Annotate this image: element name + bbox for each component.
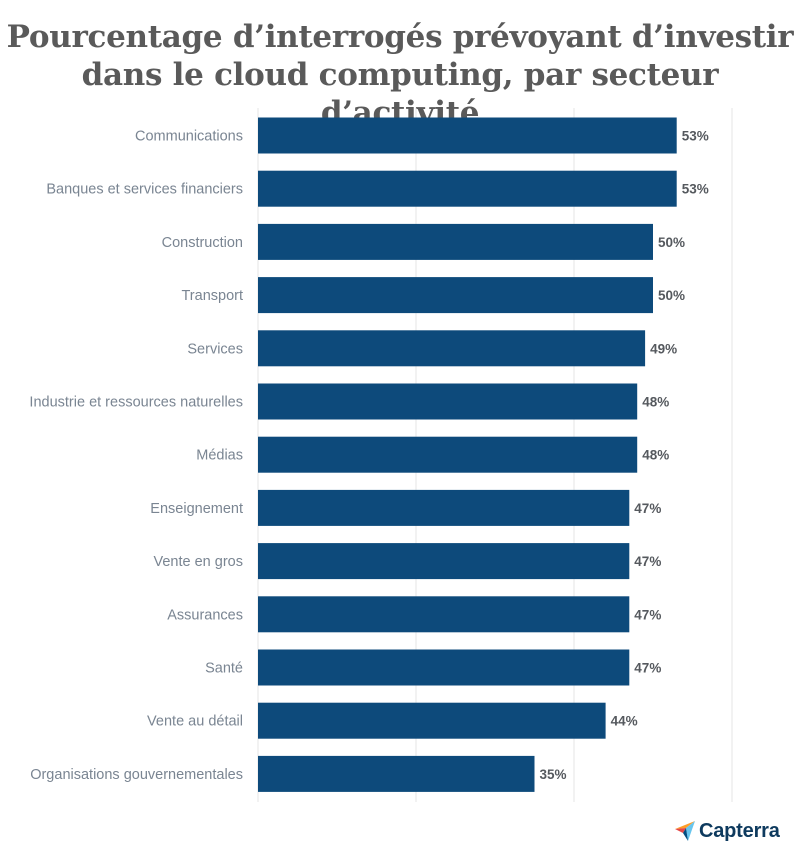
value-label-10: 47%: [634, 661, 661, 676]
bar-3: [258, 277, 653, 314]
category-label-3: Transport: [181, 288, 243, 304]
category-label-7: Enseignement: [150, 501, 243, 517]
bar-2: [258, 223, 653, 260]
bar-6: [258, 436, 638, 473]
category-label-1: Banques et services financiers: [46, 182, 243, 198]
value-label-11: 44%: [611, 714, 638, 729]
category-label-8: Vente en gros: [154, 554, 244, 570]
category-label-9: Assurances: [167, 607, 243, 623]
value-label-9: 47%: [634, 607, 661, 622]
bar-chart: Communications Banques et services financ…: [29, 108, 733, 802]
category-label-5: Industrie et ressources naturelles: [29, 395, 243, 411]
value-label-3: 50%: [658, 288, 685, 303]
value-label-4: 49%: [650, 341, 677, 356]
value-label-8: 47%: [634, 554, 661, 569]
bar-10: [258, 649, 630, 686]
bar-1: [258, 170, 677, 207]
value-label-1: 53%: [682, 182, 709, 197]
bar-7: [258, 489, 630, 526]
category-label-2: Construction: [162, 235, 243, 251]
category-label-0: Communications: [135, 129, 243, 145]
value-label-6: 48%: [642, 448, 669, 463]
value-labels: 53% 53% 50% 50% 49% 48% 48% 47% 47% 47% 47% 44% 35%: [540, 129, 709, 782]
capterra-logo: Capterra: [674, 818, 780, 844]
category-label-4: Services: [187, 341, 243, 357]
category-label-10: Santé: [205, 661, 243, 677]
brand-name: Capterra: [699, 819, 780, 842]
category-label-6: Médias: [196, 448, 243, 464]
bar-4: [258, 330, 646, 367]
bar-11: [258, 702, 606, 739]
bar-0: [258, 117, 677, 154]
bar-8: [258, 543, 630, 580]
chart-title: Pourcentage d’interrogés prévoyant d’inv…: [0, 18, 800, 132]
value-label-0: 53%: [682, 129, 709, 144]
value-label-7: 47%: [634, 501, 661, 516]
value-label-2: 50%: [658, 235, 685, 250]
bars: [258, 117, 677, 792]
capterra-arrow-icon: [675, 821, 695, 841]
bar-5: [258, 383, 638, 420]
chart-title-line-2: dans le cloud computing, par secteur d’a…: [81, 57, 719, 131]
bar-9: [258, 596, 630, 633]
value-label-12: 35%: [540, 767, 567, 782]
chart-title-line-1: Pourcentage d’interrogés prévoyant d’inv…: [6, 19, 794, 55]
value-label-5: 48%: [642, 395, 669, 410]
bar-12: [258, 755, 535, 792]
category-label-11: Vente au détail: [147, 714, 243, 730]
category-labels: Communications Banques et services financ…: [29, 129, 243, 783]
category-label-12: Organisations gouvernementales: [30, 767, 243, 783]
